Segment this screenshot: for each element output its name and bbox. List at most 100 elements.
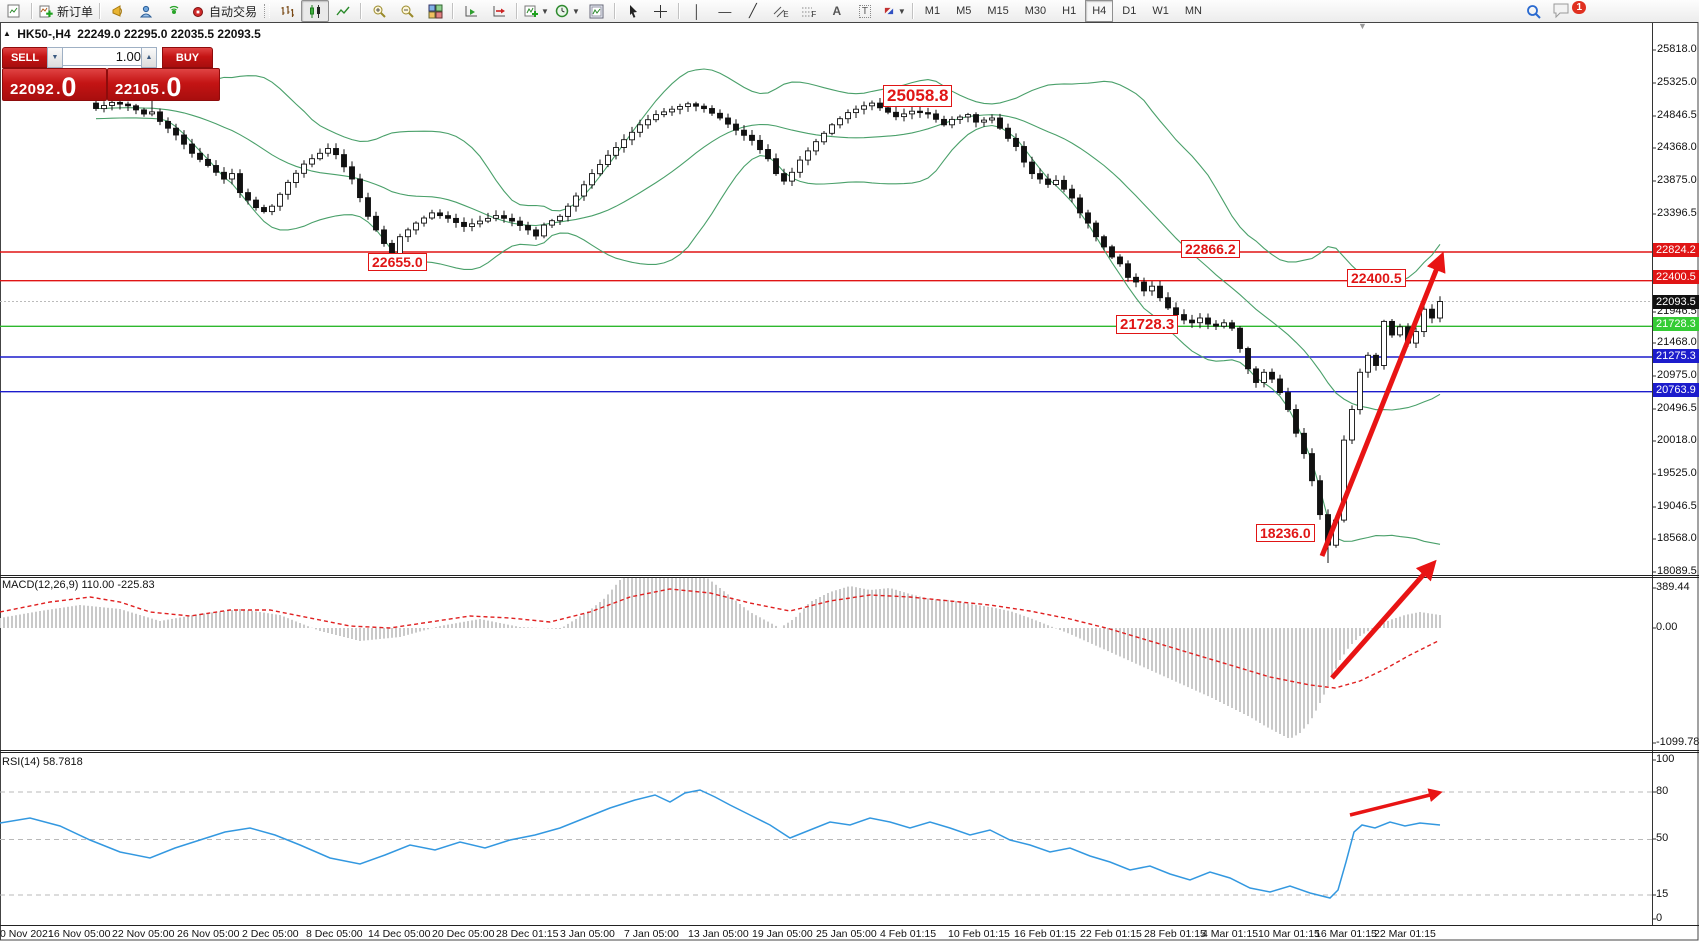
timeframe-button-m15[interactable]: M15 (987, 5, 1009, 17)
date-axis-label[interactable]: 22 Nov 05:00 (112, 928, 175, 940)
search-button[interactable] (1520, 1, 1548, 23)
fibonacci-tool[interactable]: F (795, 0, 823, 22)
auto-scroll-button[interactable] (457, 0, 485, 22)
date-axis-label[interactable]: 20 Dec 05:00 (432, 928, 495, 940)
chart-shift-button[interactable] (485, 0, 513, 22)
crosshair-tool-button[interactable] (647, 0, 675, 22)
date-axis-label[interactable]: 2 Dec 05:00 (242, 928, 299, 940)
period-dropdown[interactable]: ▼ (552, 0, 583, 22)
sell-price-button[interactable]: 22092 . 0 (2, 68, 107, 101)
toolbar-separator (516, 3, 519, 19)
chart-header: ▲ HK50-,H4 22249.0 22295.0 22035.5 22093… (3, 27, 261, 41)
signal-icon[interactable] (160, 0, 188, 22)
date-axis-label[interactable]: 28 Feb 01:15 (1144, 928, 1206, 940)
timeframe-button-h1[interactable]: H1 (1062, 5, 1077, 17)
date-axis-label[interactable]: 25 Jan 05:00 (816, 928, 877, 940)
templates-button[interactable] (583, 0, 611, 22)
horizontal-line-tool[interactable]: — (711, 0, 739, 22)
one-click-trading-panel: SELL ▼ 1.00 ▲ BUY 22092 . 0 22105 . 0 (2, 46, 220, 101)
date-axis-label[interactable]: 4 Mar 01:15 (1202, 928, 1259, 940)
timeframe-button-mn[interactable]: MN (1184, 5, 1202, 17)
zoom-in-icon (373, 5, 386, 18)
date-axis-label[interactable]: 3 Jan 05:00 (560, 928, 615, 940)
label-tool[interactable]: T (851, 0, 879, 22)
date-axis-label[interactable]: 8 Dec 05:00 (306, 928, 363, 940)
date-axis-label[interactable]: 16 Nov 05:00 (48, 928, 111, 940)
chat-button[interactable]: 1 (1552, 1, 1586, 21)
new-order-label: 新订单 (57, 4, 94, 19)
profile-icon[interactable] (132, 0, 160, 22)
date-axis-label[interactable]: 22 Mar 01:15 (1374, 928, 1436, 940)
date-axis-label[interactable]: 14 Dec 05:00 (368, 928, 431, 940)
arrows-dropdown[interactable]: ▼ (879, 0, 909, 22)
spin-down-icon: ▼ (51, 54, 59, 61)
volume-increase-button[interactable]: ▲ (141, 47, 157, 68)
date-axis-label[interactable]: 19 Jan 05:00 (752, 928, 813, 940)
macd-indicator-label: MACD(12,26,9) 110.00 -225.83 (2, 579, 155, 591)
line-chart-button[interactable] (329, 0, 357, 22)
cursor-tool-button[interactable] (619, 0, 647, 22)
date-axis-label[interactable]: 28 Dec 01:15 (496, 928, 559, 940)
date-axis-label[interactable]: 10 Mar 01:15 (1258, 928, 1320, 940)
buy-price-button[interactable]: 22105 . 0 (107, 68, 220, 101)
price-tick: 18089.5 (1657, 565, 1697, 577)
toolbar: 新订单 自动交易 (0, 0, 1699, 23)
auto-trading-button[interactable]: 自动交易 (188, 0, 260, 22)
spin-up-icon: ▲ (145, 54, 153, 61)
rsi-axis-tick: 100 (1656, 753, 1675, 765)
dock-marker-icon: ▼ (1358, 21, 1367, 31)
price-annotation-label[interactable]: 21728.3 (1116, 315, 1179, 335)
price-annotation-label[interactable]: 25058.8 (883, 85, 953, 107)
auto-trading-label: 自动交易 (209, 4, 258, 19)
price-annotation-label[interactable]: 18236.0 (1256, 524, 1315, 543)
date-axis-label[interactable]: 10 Feb 01:15 (948, 928, 1010, 940)
sell-button[interactable]: SELL (2, 47, 48, 68)
bar-chart-button[interactable] (273, 0, 301, 22)
toolbar-separator (613, 3, 616, 19)
toolbar-separator (452, 3, 455, 19)
price-annotation-label[interactable]: 22655.0 (368, 253, 427, 272)
trendline-tool[interactable]: ╱ (739, 0, 767, 22)
text-tool[interactable]: A (823, 0, 851, 22)
zoom-out-button[interactable] (393, 0, 421, 22)
date-axis-label[interactable]: 26 Nov 05:00 (177, 928, 240, 940)
date-axis-label[interactable]: 16 Feb 01:15 (1014, 928, 1076, 940)
bar-chart-icon (281, 5, 294, 17)
toolbar-separator (677, 3, 680, 19)
price-annotation-label[interactable]: 22400.5 (1347, 269, 1406, 288)
new-order-button[interactable]: 新订单 (36, 0, 96, 22)
timeframe-button-m1[interactable]: M1 (924, 5, 941, 17)
timeframe-button-m30[interactable]: M30 (1024, 5, 1047, 17)
date-axis-label[interactable]: 0 Nov 2021 (0, 928, 54, 940)
timeframe-button-w1[interactable]: W1 (1152, 5, 1169, 17)
tile-windows-button[interactable] (421, 0, 449, 22)
zoom-in-button[interactable] (365, 0, 393, 22)
date-axis-label[interactable]: 7 Jan 05:00 (624, 928, 679, 940)
symbol-marker-icon: ▲ (3, 29, 11, 38)
timeframe-button-d1[interactable]: D1 (1122, 5, 1137, 17)
macd-axis-tick: 389.44 (1656, 581, 1690, 593)
channel-icon (773, 6, 785, 17)
date-axis-label[interactable]: 4 Feb 01:15 (880, 928, 937, 940)
date-axis-label[interactable]: 22 Feb 01:15 (1080, 928, 1142, 940)
date-axis-label[interactable]: 16 Mar 01:15 (1315, 928, 1377, 940)
buy-button[interactable]: BUY (162, 47, 213, 68)
volume-input[interactable]: 1.00 (62, 47, 147, 66)
vertical-line-tool[interactable]: │ (683, 0, 711, 22)
megaphone-icon[interactable] (104, 0, 132, 22)
profile-glyph (139, 5, 152, 17)
chart-file-icon[interactable] (0, 0, 28, 22)
buy-price-frac: 0 (166, 72, 182, 102)
price-annotation-label[interactable]: 22866.2 (1181, 240, 1240, 259)
volume-decrease-button[interactable]: ▼ (47, 47, 63, 68)
channel-tool[interactable]: E (767, 0, 795, 22)
timeframe-button-m5[interactable]: M5 (956, 5, 972, 17)
price-tick: 21468.0 (1657, 336, 1697, 348)
candlestick-chart-button[interactable] (301, 0, 330, 22)
date-axis-label[interactable]: 13 Jan 05:00 (688, 928, 749, 940)
price-tick: 20018.0 (1657, 434, 1697, 446)
timeframe-button-h4[interactable]: H4 (1085, 0, 1114, 22)
new-chart-dropdown[interactable]: ▼ (521, 0, 552, 22)
cursor-icon (629, 4, 637, 18)
